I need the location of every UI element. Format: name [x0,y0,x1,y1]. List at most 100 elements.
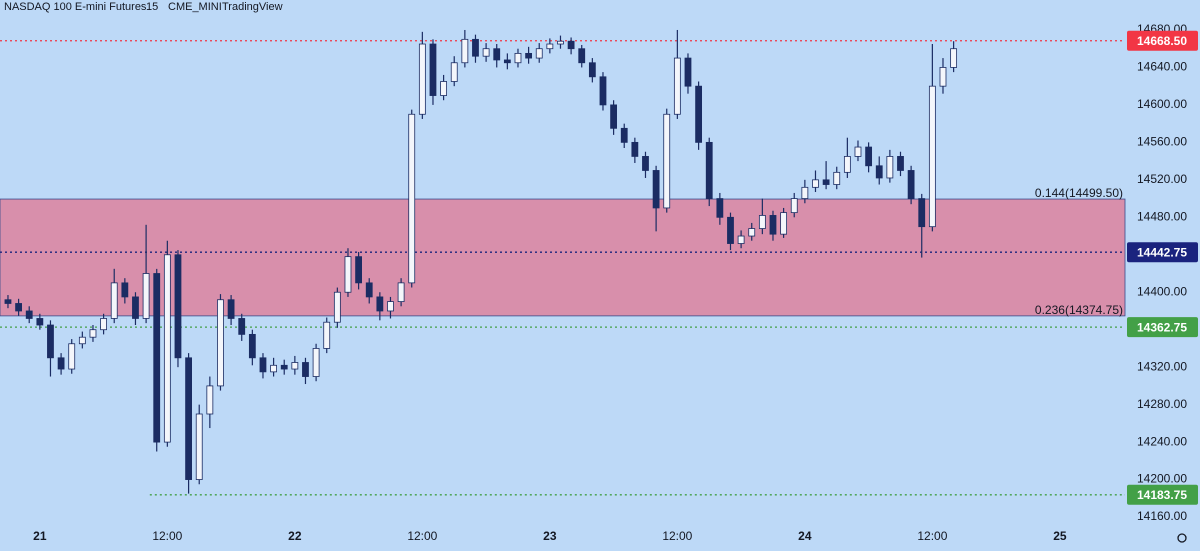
chart-title: NASDAQ 100 E-mini Futures [4,1,147,13]
candle-body [642,156,649,171]
x-tick-label: 12:00 [917,529,947,543]
x-tick-label: 24 [798,529,812,543]
candle-body [78,336,86,345]
candle-body [461,38,469,64]
y-tick-label: 14520.00 [1137,172,1187,186]
y-tick-label: 14600.00 [1137,97,1187,111]
candle-body [928,85,936,228]
candle-body [132,296,139,319]
candle-body [408,113,416,284]
settings-icon[interactable] [1177,533,1187,543]
candle-body [769,215,777,235]
candle-body [705,141,713,199]
candle-body [514,52,522,64]
candle-body [333,291,341,323]
level-label-box [1127,317,1198,338]
candle-body [535,48,543,59]
candle-body [397,282,405,303]
candle-body [631,141,639,157]
candle-body [185,357,192,480]
level-label-box [1127,30,1198,51]
candle-body [418,43,426,115]
candle-body [36,318,44,326]
candle-body [291,362,299,370]
candle-body [280,364,288,370]
level-label-box [1127,484,1198,505]
candle-body [567,40,575,50]
candle-body [854,146,862,157]
candle-body [121,282,129,298]
candle-body [248,333,256,359]
candle-body [652,170,660,209]
candle-body [822,179,830,185]
candle-body [312,348,320,377]
candle-body [47,324,54,359]
candle-body [812,179,819,188]
candle-body [153,273,161,443]
candle-body [886,156,894,179]
candle-body [450,62,458,82]
candle-body [780,212,788,235]
level-label: 14362.75 [1137,320,1187,334]
y-tick-label: 14560.00 [1137,135,1187,149]
level-label-box [1127,242,1198,263]
candle-body [716,198,724,218]
candle-body [472,38,479,57]
x-tick-label: 12:00 [407,529,437,543]
level-label: 14668.50 [1137,34,1187,48]
candle-body [727,216,734,244]
candle-body [344,256,352,293]
candle-body [142,273,150,319]
candle-body [57,357,65,370]
candle-body [387,301,394,312]
candle-body [163,254,171,443]
candle-body [429,43,437,96]
candle-body [440,81,448,96]
candle-body [557,40,564,45]
zone-bottom-label: 0.236(14374.75) [1035,303,1123,317]
candle-body [259,357,267,373]
y-tick-label: 14400.00 [1137,284,1187,298]
x-tick-label: 12:00 [152,529,182,543]
candle-body [684,57,692,87]
gear[interactable] [1177,533,1187,543]
candle-body [68,343,76,370]
candle-body [737,235,745,244]
candle-body [174,254,182,359]
candle-body [503,59,511,64]
candle-body [376,296,384,312]
candle-body [25,310,33,319]
candle-body [833,171,841,185]
candle-body [695,85,703,143]
chart-source: TradingView [222,1,283,13]
candle-body [546,43,554,50]
chart-exchange: CME_MINI [168,1,222,13]
x-tick-label: 22 [288,529,302,543]
candle-body [365,282,373,298]
candle-body [875,165,883,179]
candle-body [15,303,22,312]
candle-body [302,362,309,377]
candle-body [620,127,628,143]
y-tick-label: 14280.00 [1137,397,1187,411]
candle-body [663,113,671,209]
chart-interval: 15 [146,1,158,13]
plot: 0.144(14499.50) 0.236(14374.75) [0,29,1126,496]
candle-body [195,413,203,480]
candle-body [843,156,851,173]
candle-body [493,48,501,61]
candle-body [588,62,596,78]
zone [0,198,1126,317]
candle-body [599,76,607,106]
candle-body [610,104,618,129]
candle-body [790,198,798,214]
candle-body [110,282,118,319]
candle-body [939,67,947,87]
candle-body [801,186,809,199]
y-tick-label: 14160.00 [1137,509,1187,523]
y-tick-label: 14320.00 [1137,359,1187,373]
candle-body [217,299,224,387]
candle-body [950,48,958,68]
candle-body [270,364,277,373]
